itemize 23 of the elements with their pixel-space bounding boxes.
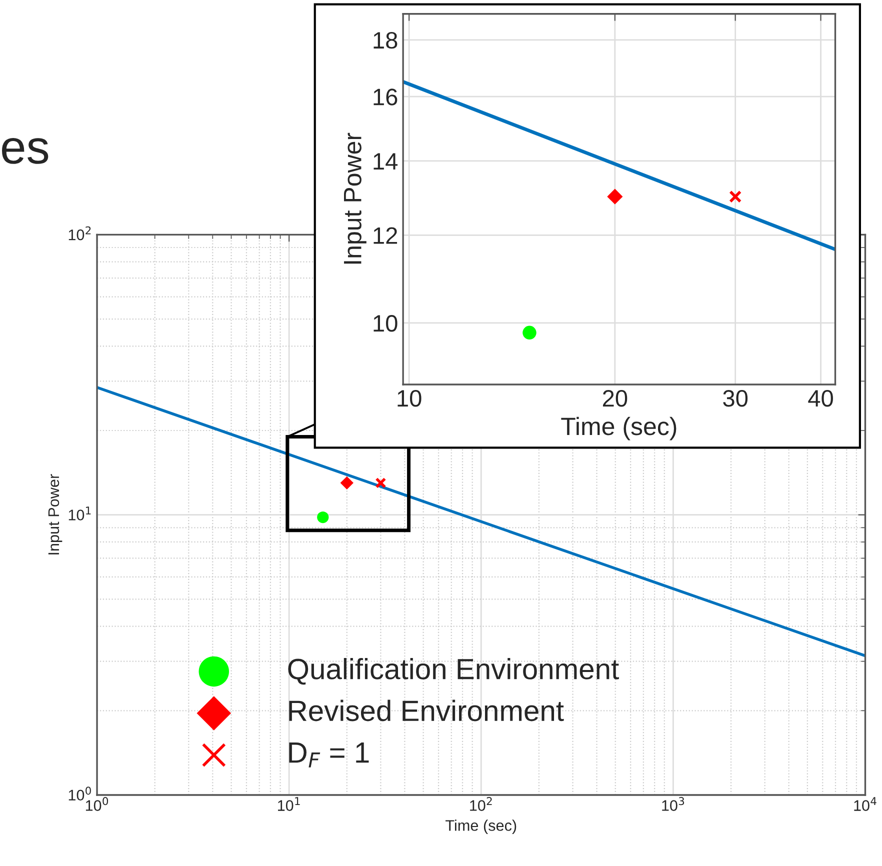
x-axis-title: Time (sec)	[446, 820, 516, 834]
x-tick-label: 10$^{2}$	[470, 797, 492, 811]
legend-label: Revised Environment	[289, 700, 564, 722]
x-tick-label: 30	[723, 390, 748, 407]
y-tick-label: 10	[374, 315, 398, 332]
y-tick-label: 18	[374, 32, 398, 49]
legend-label: Qualification Environment	[288, 658, 619, 685]
y-axis-title: Input Power	[48, 474, 62, 554]
y-tick-label: 10$^{2}$	[68, 226, 91, 240]
y-axis-title: Input Power	[344, 132, 366, 264]
y-tick-label: 10$^{1}$	[68, 506, 91, 520]
y-tick-label: 12	[374, 227, 398, 244]
x-tick-label: 10	[398, 390, 422, 407]
text: es	[2, 138, 48, 164]
y-tick-label: 16	[374, 88, 398, 106]
x-axis-title: Time (sec)	[561, 416, 676, 440]
y-tick-label: 14	[374, 153, 398, 170]
x-tick-label: 40	[808, 390, 833, 407]
x-tick-label: 10$^{1}$	[278, 797, 300, 811]
x-tick-label: 20	[602, 390, 628, 407]
legend-label: D$_{F}$ = 1	[289, 742, 369, 768]
x-tick-label: 10$^{4}$	[854, 797, 876, 811]
x-tick-label: 10$^{3}$	[662, 797, 684, 811]
